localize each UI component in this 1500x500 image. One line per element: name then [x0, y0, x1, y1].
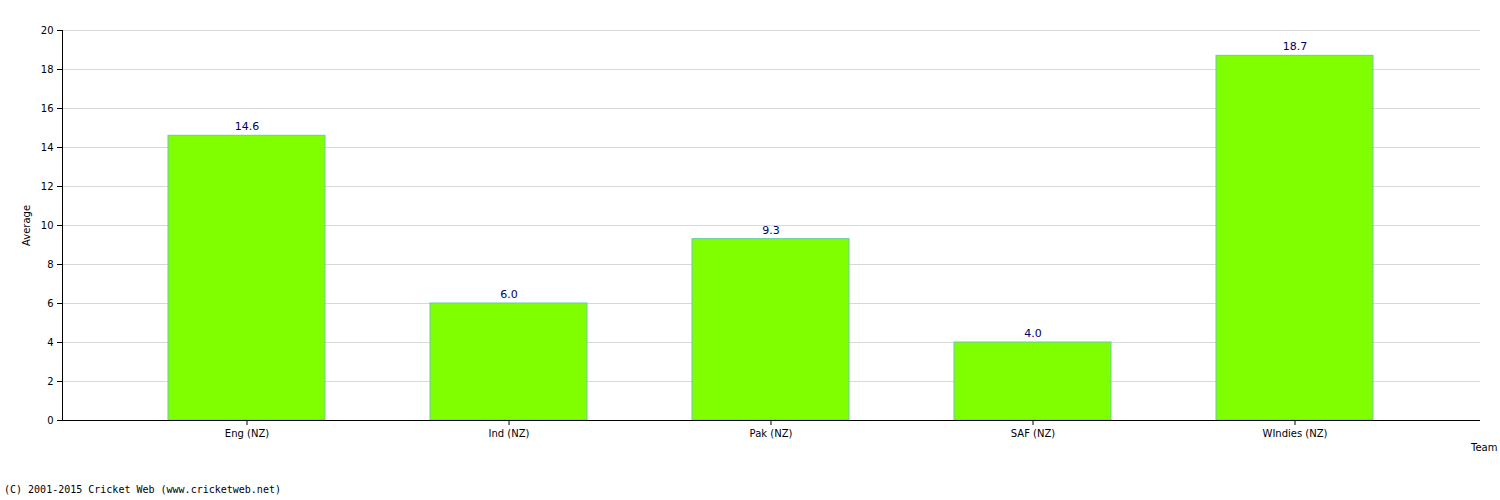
html-text:(C) 2001-2015 Cricket Web (www: (C) 2001-2015 Cricket Web (www.cricketwe… [4, 484, 281, 495]
svg-text:6.0: 6.0 [500, 288, 518, 301]
svg-text:Average: Average [21, 205, 32, 246]
svg-text:WIndies (NZ): WIndies (NZ) [1263, 428, 1328, 439]
svg-text:8: 8 [47, 259, 53, 270]
svg-text:16: 16 [41, 103, 54, 114]
svg-text:14.6: 14.6 [235, 120, 260, 133]
svg-text:12: 12 [41, 181, 54, 192]
svg-text:2: 2 [47, 376, 53, 387]
svg-text:Pak (NZ): Pak (NZ) [750, 428, 793, 439]
svg-text:SAF (NZ): SAF (NZ) [1011, 428, 1056, 439]
svg-text:0: 0 [47, 415, 53, 426]
svg-text:Eng (NZ): Eng (NZ) [225, 428, 269, 439]
svg-text:4.0: 4.0 [1024, 327, 1042, 340]
svg-text:10: 10 [41, 220, 54, 231]
svg-text:18: 18 [41, 64, 54, 75]
svg-text:20: 20 [41, 25, 54, 36]
svg-text:Team: Team [1470, 442, 1497, 453]
svg-text:18.7: 18.7 [1283, 40, 1308, 53]
svg-text:4: 4 [47, 337, 53, 348]
svg-text:14: 14 [41, 142, 54, 153]
svg-text:9.3: 9.3 [762, 224, 780, 237]
svg-text:6: 6 [47, 298, 53, 309]
svg-text:Ind (NZ): Ind (NZ) [489, 428, 530, 439]
